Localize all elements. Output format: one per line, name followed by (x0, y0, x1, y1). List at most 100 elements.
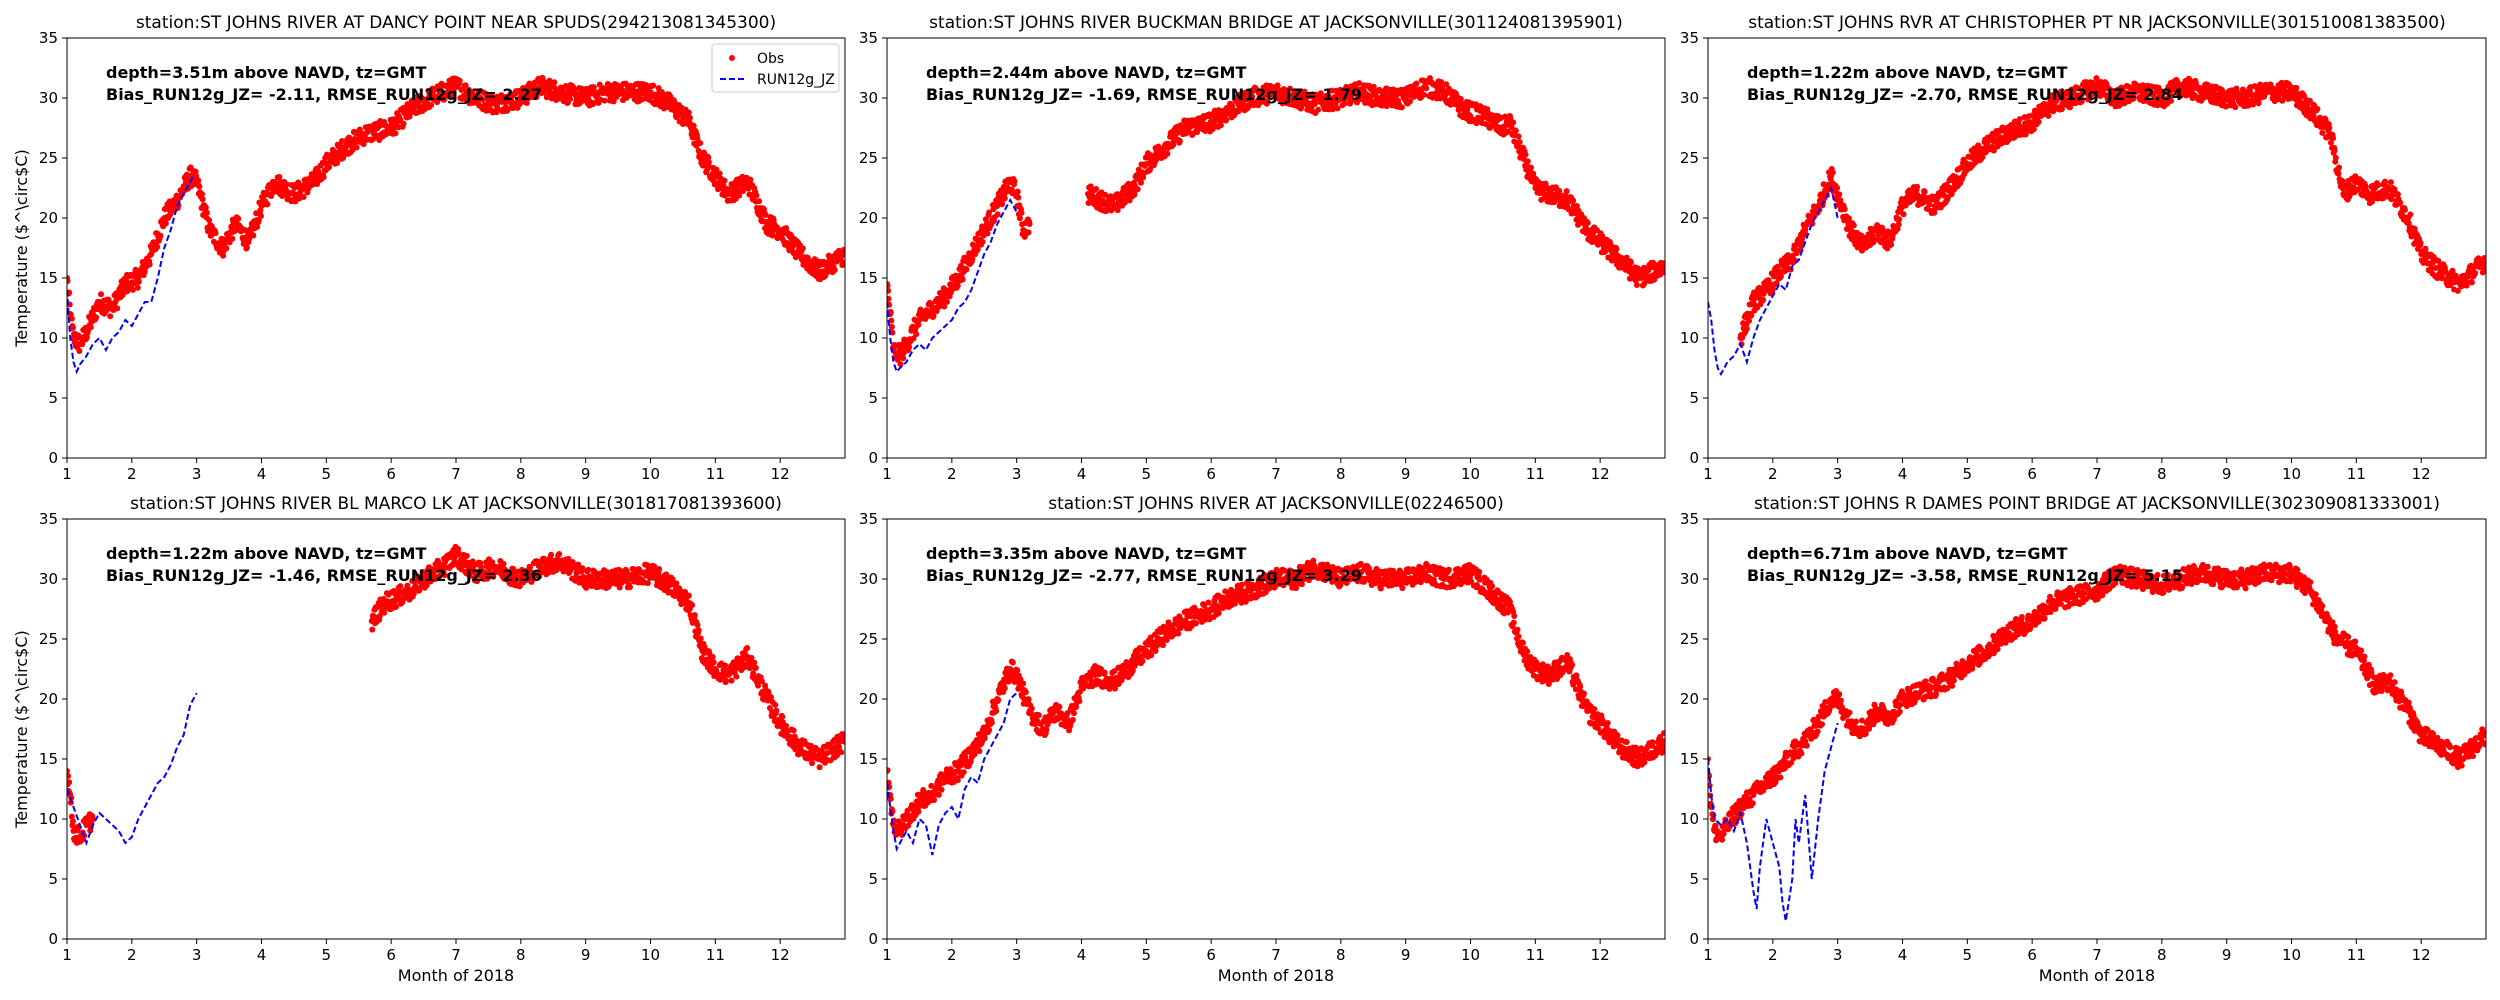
x-tick-label: 6 (1206, 465, 1216, 483)
obs-point (93, 314, 100, 321)
y-axis-label: Temperature ($^\circ$C) (12, 149, 31, 348)
obs-point (114, 305, 121, 312)
obs-point (2435, 258, 2442, 265)
y-axis-label: Temperature ($^\circ$C) (12, 630, 31, 829)
y-tick-label: 25 (39, 149, 58, 167)
obs-point (1829, 169, 1836, 176)
obs-point (969, 255, 976, 262)
x-tick-label: 8 (2157, 465, 2167, 483)
obs-point (1260, 93, 1267, 100)
obs-point (753, 192, 760, 199)
x-tick-label: 11 (706, 946, 725, 964)
obs-point (721, 177, 728, 184)
obs-point (616, 584, 623, 591)
obs-point (107, 313, 114, 320)
obs-point (2336, 164, 2343, 171)
obs-point (2130, 95, 2137, 102)
x-tick-label: 12 (771, 465, 790, 483)
plot-area (67, 74, 845, 375)
obs-point (2374, 182, 2381, 189)
obs-point (1765, 277, 1772, 284)
obs-point (1584, 219, 1591, 226)
obs-point (1274, 82, 1281, 89)
obs-point (1896, 216, 1903, 223)
obs-point (585, 566, 592, 573)
x-tick-label: 3 (192, 465, 202, 483)
obs-point (1926, 201, 1933, 208)
obs-point (516, 101, 523, 108)
obs-point (264, 201, 271, 208)
y-tick-label: 5 (48, 389, 58, 407)
obs-point (135, 278, 142, 285)
obs-point (254, 223, 261, 230)
obs-point (685, 109, 692, 116)
obs-point (842, 251, 845, 257)
obs-point (1137, 179, 1144, 186)
obs-point (463, 552, 470, 559)
y-tick-label: 30 (1680, 89, 1699, 107)
x-tick-label: 5 (322, 946, 332, 964)
y-tick-label: 5 (868, 389, 878, 407)
x-tick-label: 3 (1833, 465, 1843, 483)
stats-annotation: Bias_RUN12g_JZ= -2.11, RMSE_RUN12g_JZ= 2… (106, 85, 542, 104)
obs-point (913, 331, 920, 338)
x-tick-label: 11 (2347, 465, 2366, 483)
obs-point (2407, 211, 2414, 218)
obs-point (1217, 122, 1224, 129)
obs-point (1556, 187, 1563, 194)
obs-point (2016, 116, 2023, 123)
x-tick-label: 9 (2222, 465, 2232, 483)
axes-frame (66, 37, 846, 459)
obs-point (69, 324, 76, 331)
model-line (1708, 185, 1839, 377)
obs-point (1457, 95, 1464, 102)
obs-point (67, 779, 73, 786)
obs-point (373, 132, 380, 139)
y-tick-label: 35 (39, 29, 58, 47)
stats-annotation: depth=1.22m above NAVD, tz=GMT (1747, 63, 2067, 82)
y-tick-label: 10 (1680, 329, 1699, 347)
obs-point (2057, 88, 2064, 95)
x-tick-label: 10 (641, 946, 660, 964)
obs-point (1760, 297, 1767, 304)
obs-point (756, 198, 763, 205)
obs-point (1348, 97, 1355, 104)
obs-point (339, 138, 346, 145)
x-tick-label: 11 (1526, 465, 1545, 483)
obs-point (2472, 269, 2479, 276)
obs-point (462, 82, 469, 89)
series-obs (67, 543, 845, 846)
obs-point (2075, 85, 2082, 92)
x-tick-label: 10 (1461, 465, 1480, 483)
x-tick-label: 9 (581, 946, 591, 964)
obs-point (1623, 254, 1630, 261)
obs-point (203, 209, 210, 216)
obs-point (1134, 186, 1141, 193)
obs-point (959, 276, 966, 283)
obs-point (2308, 107, 2315, 114)
obs-point (1888, 241, 1895, 248)
axes-frame (1707, 37, 2487, 459)
obs-point (1661, 269, 1665, 276)
obs-point (202, 204, 209, 211)
x-tick-label: 11 (706, 465, 725, 483)
y-tick-label: 30 (39, 570, 58, 588)
obs-point (392, 130, 399, 137)
obs-point (1799, 235, 1806, 242)
x-tick-label: 3 (192, 946, 202, 964)
obs-point (69, 818, 76, 825)
obs-point (1748, 312, 1755, 319)
obs-point (199, 196, 206, 203)
obs-point (1774, 263, 1781, 270)
obs-point (1627, 259, 1634, 266)
y-tick-label: 25 (859, 149, 878, 167)
obs-point (2293, 84, 2300, 91)
obs-point (283, 181, 290, 188)
obs-point (1164, 150, 1171, 157)
obs-point (2320, 124, 2327, 131)
obs-point (1311, 101, 1318, 107)
obs-point (195, 177, 202, 184)
obs-point (986, 209, 993, 216)
